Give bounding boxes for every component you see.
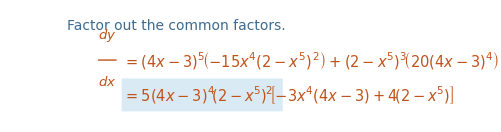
Text: $\mathit{dy}$: $\mathit{dy}$ [98,27,116,44]
FancyBboxPatch shape [122,78,283,111]
Text: Factor out the common factors.: Factor out the common factors. [67,19,286,33]
Text: $= 5(4x-3)^4\!\left(2-x^5\right)^{\!2}\!\left[-3x^4(4x-3)+4\!\left(2-x^5\right)\: $= 5(4x-3)^4\!\left(2-x^5\right)^{\!2}\!… [123,84,454,106]
Text: $= (4x-3)^5\!\left(-15x^4(2-x^5)^{\,2}\right) + (2-x^5)^3\!\left(20(4x-3)^4\righ: $= (4x-3)^5\!\left(-15x^4(2-x^5)^{\,2}\r… [123,50,499,70]
Text: $\mathit{dx}$: $\mathit{dx}$ [98,75,116,89]
